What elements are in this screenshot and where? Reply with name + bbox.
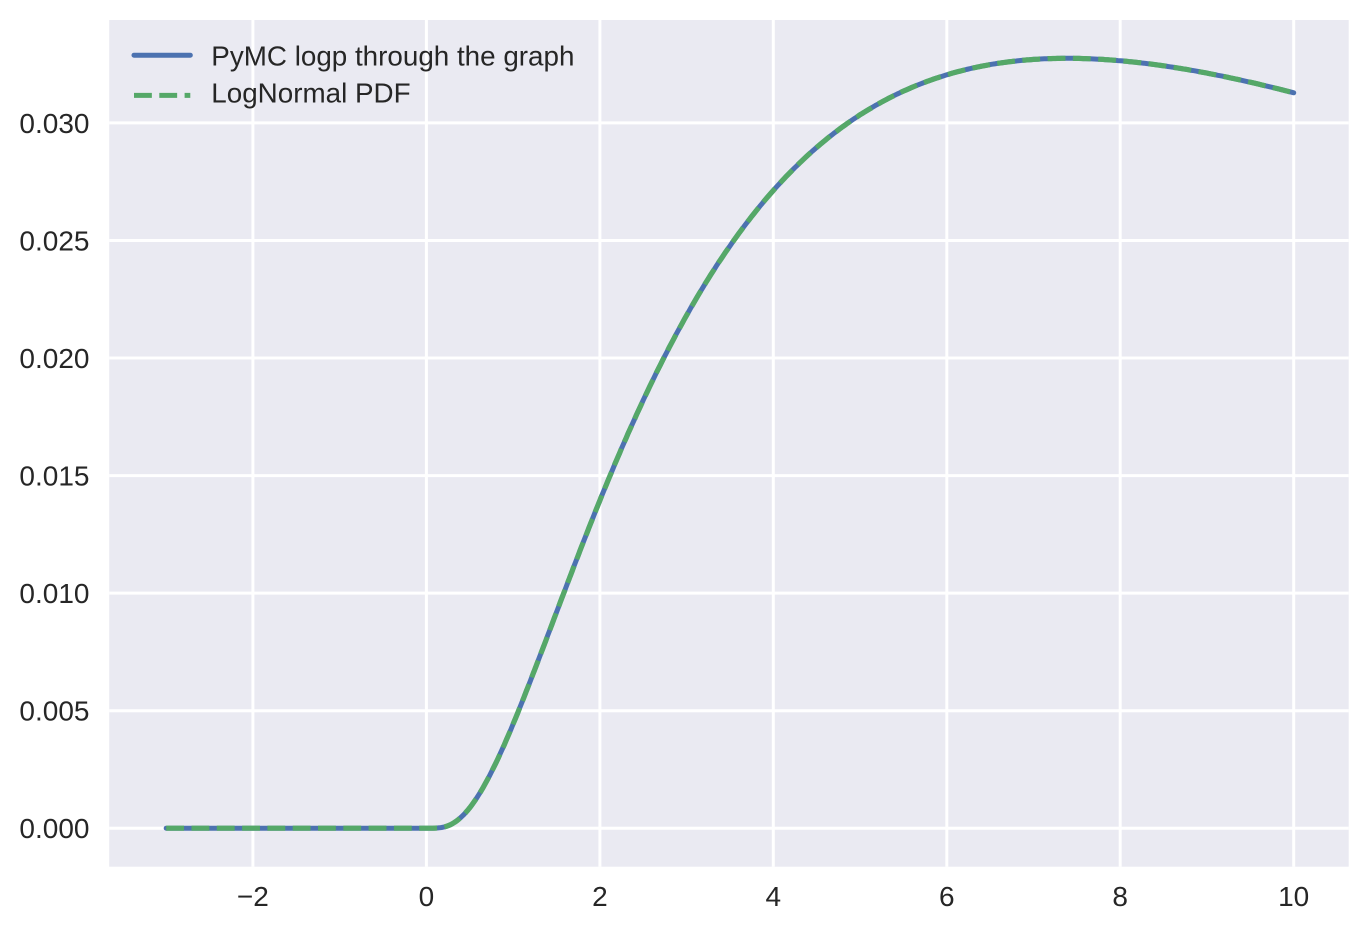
svg-text:0: 0 <box>419 881 435 912</box>
svg-text:0.015: 0.015 <box>19 461 89 492</box>
svg-text:0.000: 0.000 <box>19 813 89 844</box>
svg-text:0.030: 0.030 <box>19 108 89 139</box>
svg-text:−2: −2 <box>237 881 269 912</box>
svg-text:2: 2 <box>592 881 608 912</box>
svg-text:0.005: 0.005 <box>19 696 89 727</box>
svg-text:PyMC logp through the graph: PyMC logp through the graph <box>211 41 574 72</box>
svg-text:0.025: 0.025 <box>19 226 89 257</box>
svg-text:8: 8 <box>1112 881 1128 912</box>
svg-text:0.010: 0.010 <box>19 578 89 609</box>
svg-text:LogNormal PDF: LogNormal PDF <box>211 78 410 109</box>
svg-text:0.020: 0.020 <box>19 343 89 374</box>
svg-text:6: 6 <box>939 881 955 912</box>
svg-text:10: 10 <box>1278 881 1309 912</box>
svg-text:4: 4 <box>766 881 782 912</box>
